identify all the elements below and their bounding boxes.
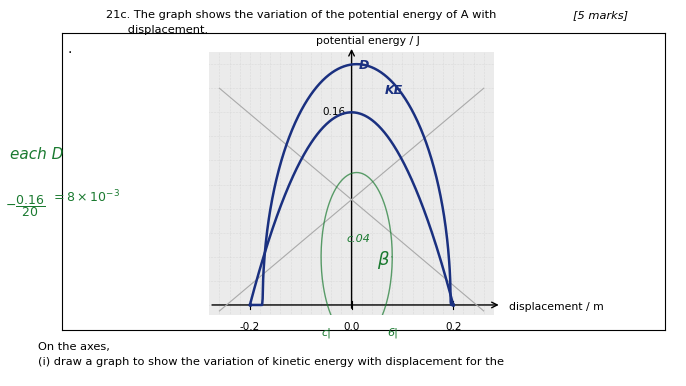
Text: c|: c|	[321, 327, 331, 338]
Text: 0.16: 0.16	[322, 107, 346, 117]
Text: $= 8\times10^{-3}$: $= 8\times10^{-3}$	[51, 189, 120, 206]
Text: D: D	[359, 59, 370, 72]
Text: each D: each D	[10, 147, 64, 162]
Text: 0.0: 0.0	[344, 322, 359, 332]
Text: On the axes,: On the axes,	[38, 342, 110, 352]
Text: 0.2: 0.2	[445, 322, 462, 332]
Text: displacement.: displacement.	[106, 25, 209, 35]
Text: c.04: c.04	[346, 234, 370, 244]
Text: 6|: 6|	[387, 327, 398, 338]
Text: 21c. The graph shows the variation of the potential energy of A with: 21c. The graph shows the variation of th…	[106, 10, 497, 20]
Text: -0.2: -0.2	[240, 322, 260, 332]
Text: displacement / m: displacement / m	[509, 302, 604, 312]
Text: potential energy / J: potential energy / J	[316, 36, 420, 46]
Text: .: .	[68, 42, 72, 56]
Text: (i) draw a graph to show the variation of kinetic energy with displacement for t: (i) draw a graph to show the variation o…	[38, 357, 504, 367]
Text: $-\dfrac{0.16}{20}$: $-\dfrac{0.16}{20}$	[5, 193, 46, 219]
Text: [5 marks]: [5 marks]	[573, 10, 628, 20]
Text: KE: KE	[385, 84, 403, 97]
Text: $\beta$: $\beta$	[377, 249, 390, 271]
